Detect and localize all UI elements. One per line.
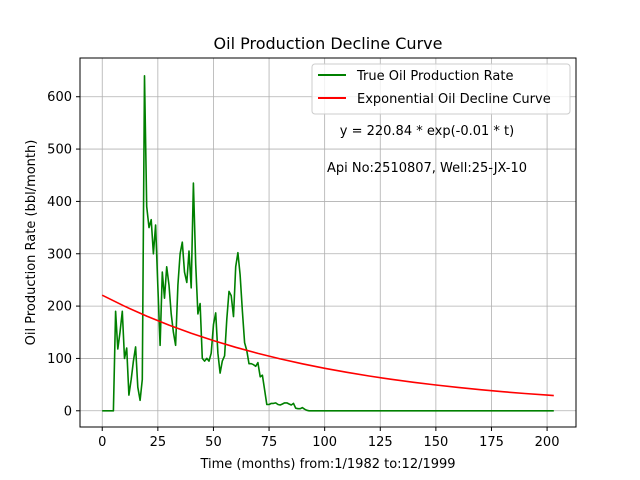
legend-box <box>311 63 571 115</box>
legend-label-exponential-curve: Exponential Oil Decline Curve <box>357 92 551 107</box>
x-axis-label: Time (months) from:1/1982 to:12/1999 <box>199 457 455 472</box>
x-tick-label: 125 <box>368 435 393 450</box>
y-tick-label: 200 <box>47 300 72 315</box>
series-true-production-line <box>102 75 554 412</box>
y-tick-label: 100 <box>47 352 72 367</box>
ticks: 0 25 50 75 100 125 150 175 200 0 100 200 300 400 500 60… <box>47 90 559 450</box>
series-exponential-decline-line <box>101 294 554 397</box>
equation-annotation: y = 220.84 * exp(-0.01 * t) <box>340 124 514 139</box>
x-tick-label: 175 <box>479 435 504 450</box>
y-tick-label: 300 <box>47 247 72 262</box>
x-tick-label: 25 <box>150 435 167 450</box>
y-tick-label: 600 <box>47 90 72 105</box>
x-tick-label: 150 <box>423 435 448 450</box>
y-axis-label: Oil Production Rate (bbl/month) <box>24 140 39 346</box>
y-tick-label: 400 <box>47 195 72 210</box>
x-tick-label: 200 <box>535 435 560 450</box>
well-info-annotation: Api No:2510807, Well:25-JX-10 <box>327 161 527 176</box>
x-tick-label: 50 <box>205 435 222 450</box>
legend-label-true-rate: True Oil Production Rate <box>356 69 513 84</box>
series-layer <box>101 75 554 412</box>
chart-title: Oil Production Decline Curve <box>214 34 443 53</box>
y-tick-label: 0 <box>64 404 72 419</box>
plot-frame <box>79 57 577 428</box>
y-tick-label: 500 <box>47 143 72 158</box>
x-tick-label: 75 <box>261 435 278 450</box>
x-tick-label: 100 <box>312 435 337 450</box>
x-tick-label: 0 <box>98 435 106 450</box>
legend: True Oil Production Rate Exponential Oil… <box>311 63 571 115</box>
